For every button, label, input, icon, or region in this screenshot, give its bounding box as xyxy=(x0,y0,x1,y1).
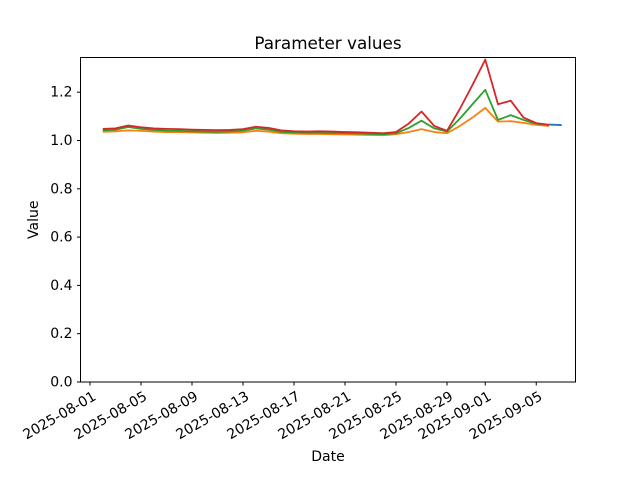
series-line-green xyxy=(102,88,550,136)
y-axis-label: Value xyxy=(26,201,42,239)
chart-title: Parameter values xyxy=(254,33,401,53)
y-tick-label: 1.2 xyxy=(50,85,72,101)
y-tick-label: 0.2 xyxy=(50,326,72,342)
series-line-orange xyxy=(102,107,550,137)
x-axis-label: Date xyxy=(311,449,344,465)
plot-area xyxy=(80,57,576,383)
series-line-red xyxy=(102,58,550,135)
y-tick-label: 0.8 xyxy=(50,181,72,197)
y-tick-label: 1.0 xyxy=(50,133,72,149)
y-tick-label: 0.4 xyxy=(50,278,72,294)
y-tick-label: 0.6 xyxy=(50,230,72,246)
y-tick-label: 0.0 xyxy=(50,375,72,391)
